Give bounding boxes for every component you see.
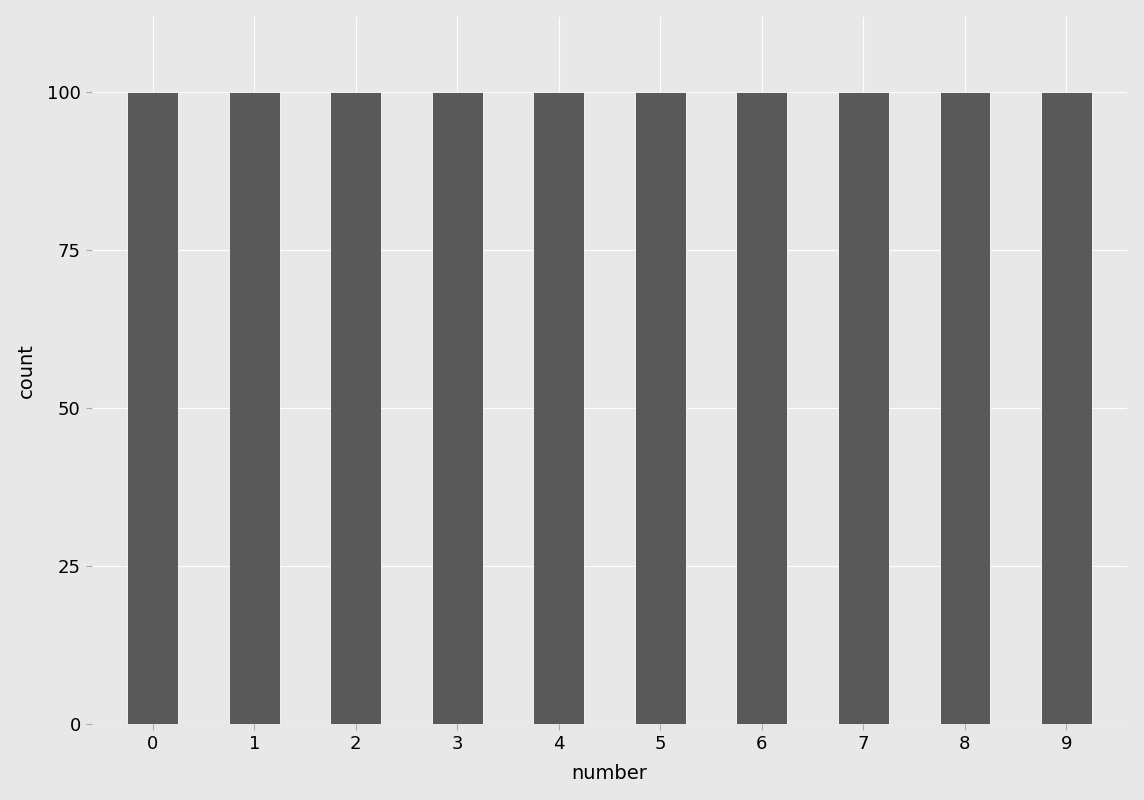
Bar	[635, 93, 685, 724]
Bar	[432, 93, 483, 724]
X-axis label: number: number	[572, 764, 648, 783]
Bar	[229, 93, 279, 724]
Bar	[737, 93, 787, 724]
Bar	[331, 93, 381, 724]
Bar	[939, 93, 991, 724]
Bar	[839, 93, 889, 724]
Bar	[533, 93, 585, 724]
Y-axis label: count: count	[17, 343, 35, 398]
Bar	[1041, 93, 1091, 724]
Bar	[127, 93, 178, 724]
